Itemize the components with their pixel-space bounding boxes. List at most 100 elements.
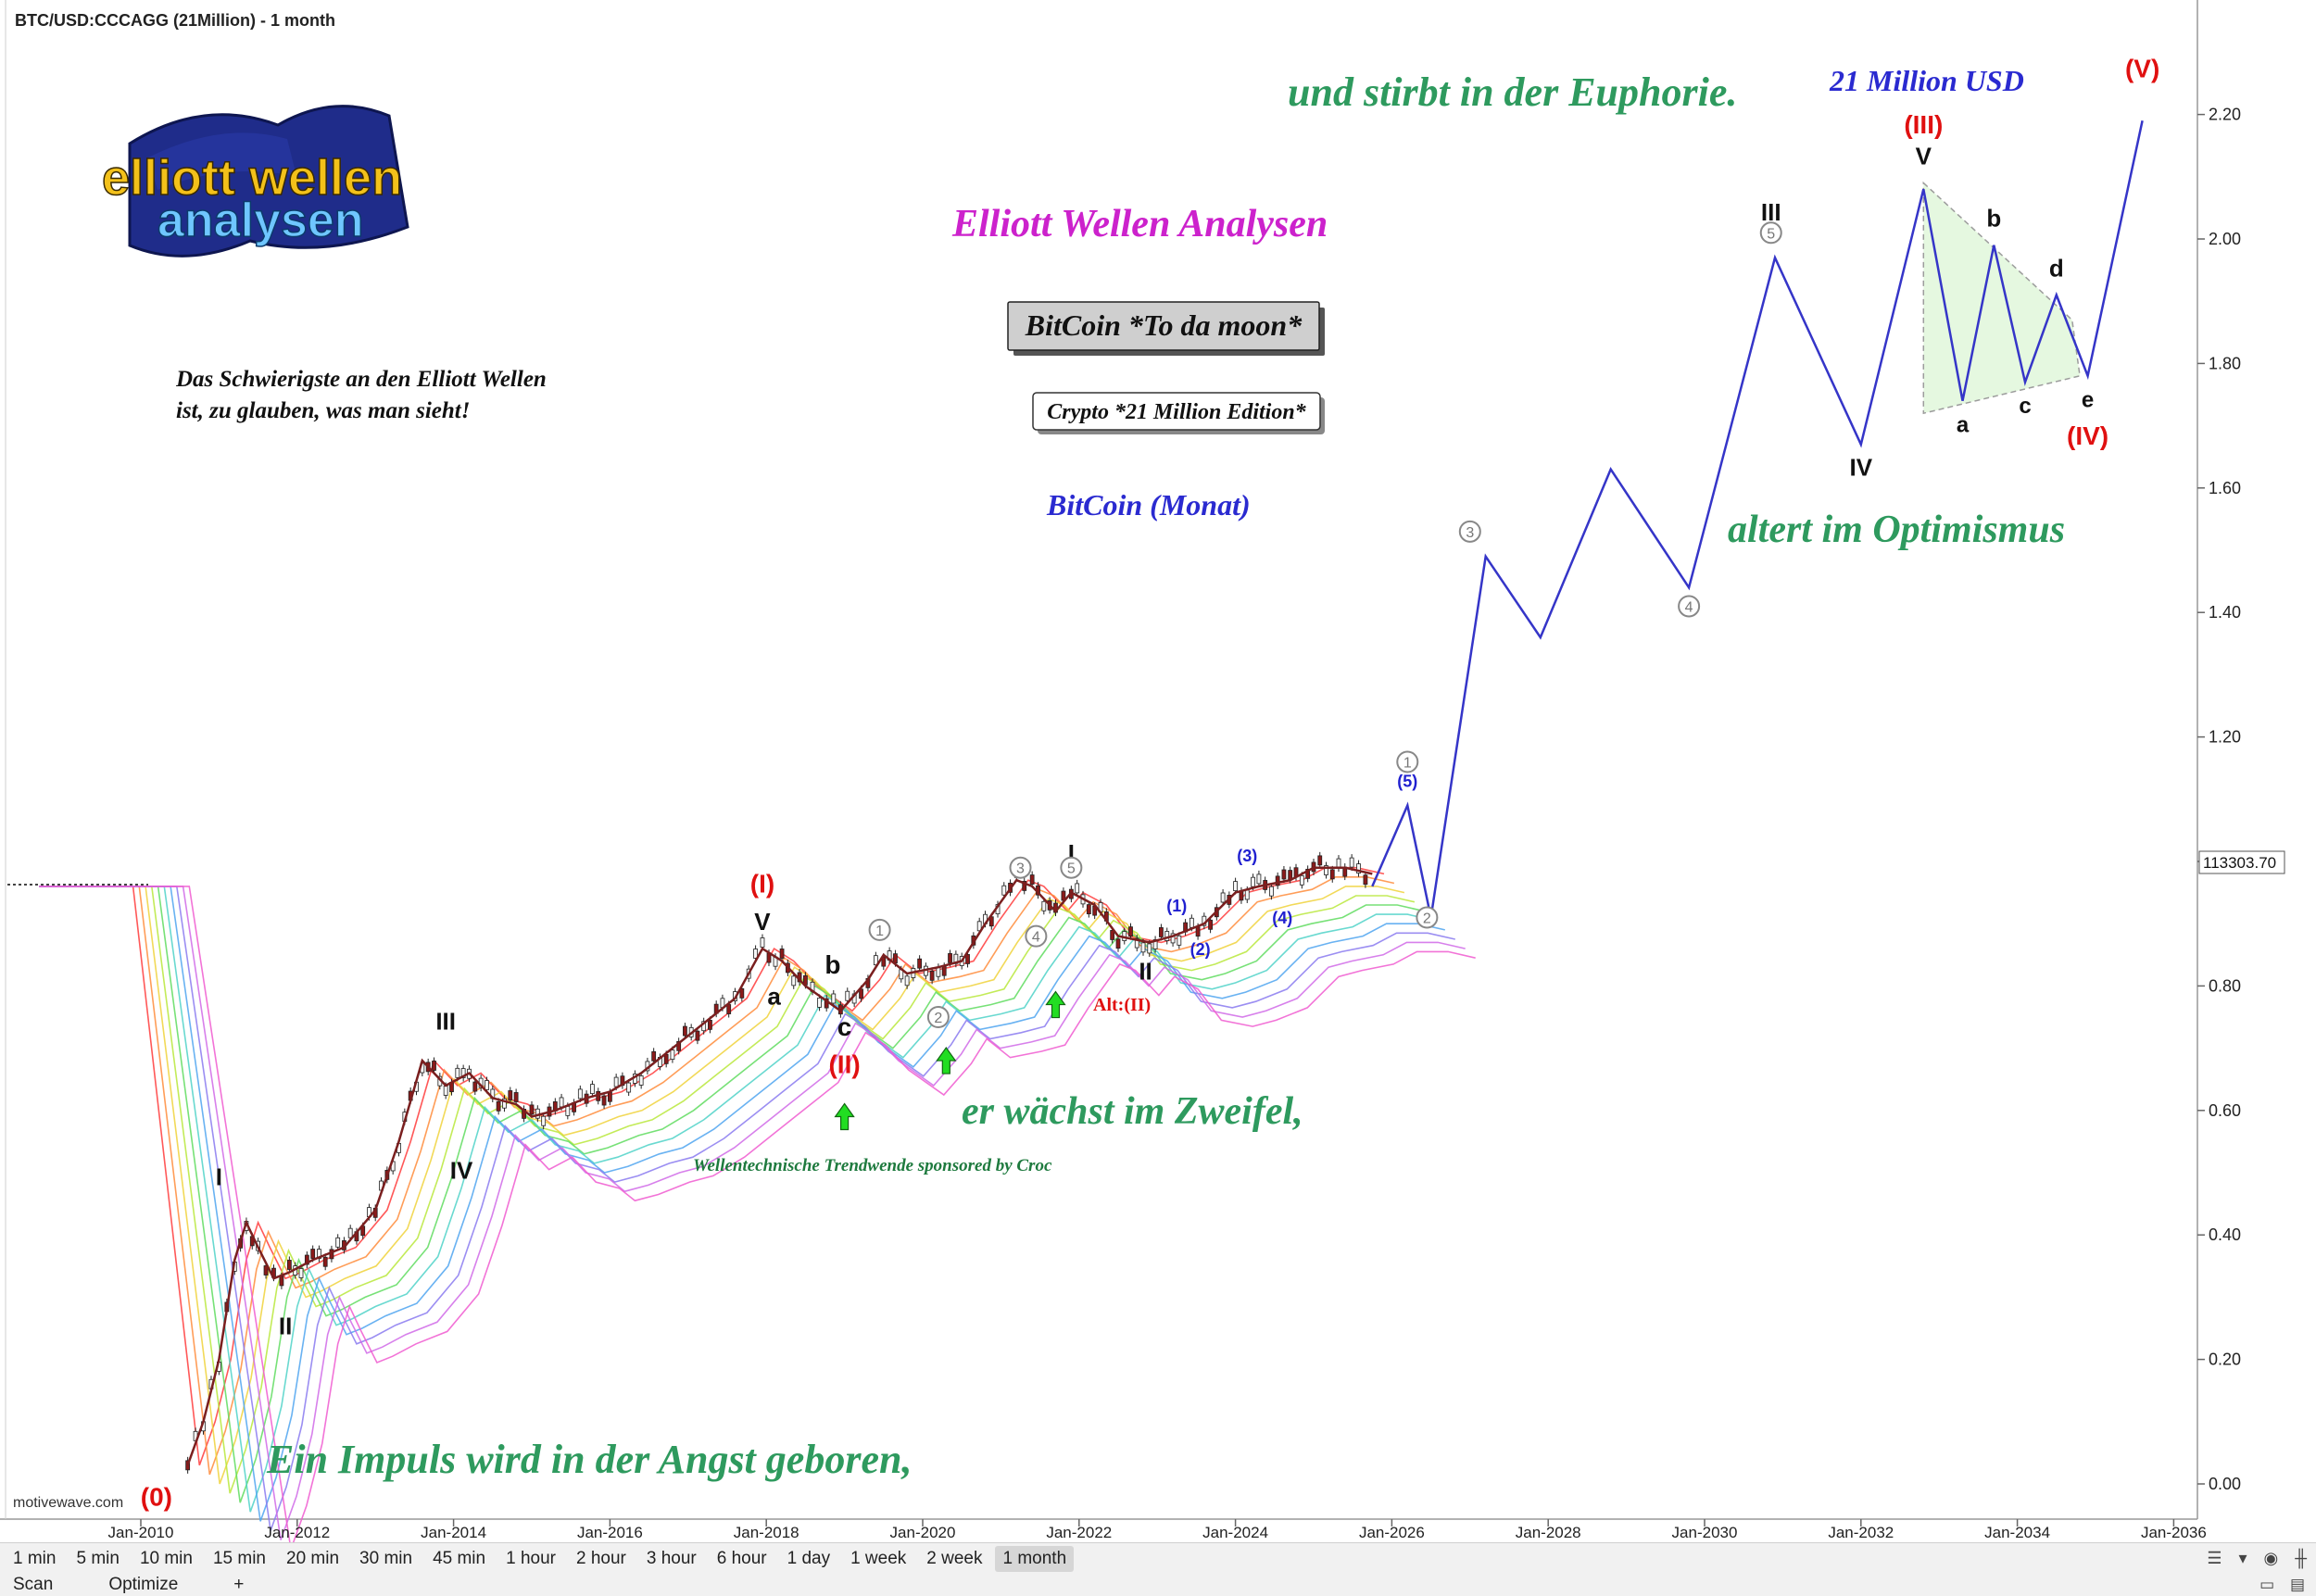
x-tick-label: Jan-2014 xyxy=(421,1524,486,1541)
timeframe-5-min[interactable]: 5 min xyxy=(76,1549,120,1568)
timeframe-1-day[interactable]: 1 day xyxy=(787,1549,831,1568)
wave-label: a xyxy=(767,983,781,1011)
wave-label: II xyxy=(1139,958,1152,986)
logo-line1: elliott wellen xyxy=(102,150,402,206)
timeframe-20-min[interactable]: 20 min xyxy=(286,1549,340,1568)
timeframe-6-hour[interactable]: 6 hour xyxy=(716,1549,767,1568)
x-tick-label: Jan-2020 xyxy=(890,1524,956,1541)
timeframe-15-min[interactable]: 15 min xyxy=(212,1549,266,1568)
list-icon[interactable]: ☰ xyxy=(2207,1549,2222,1567)
candle-body xyxy=(695,1030,700,1041)
candle-body xyxy=(485,1080,489,1090)
candle-body xyxy=(683,1025,687,1037)
candle-body xyxy=(1363,874,1368,886)
layout-icon[interactable]: ▤ xyxy=(2289,1576,2305,1593)
circle-label-text: 1 xyxy=(875,924,884,939)
optimize-button[interactable]: Optimize xyxy=(108,1575,179,1594)
wave-label: I xyxy=(216,1162,222,1190)
circle-label-text: 3 xyxy=(1016,861,1025,877)
buy-arrows xyxy=(834,990,1066,1131)
circle-label-text: 4 xyxy=(1685,599,1693,615)
candle-body xyxy=(565,1105,571,1116)
circle-label-text: 5 xyxy=(1767,226,1775,242)
wave-label: b xyxy=(1986,205,2001,232)
x-tick-label: Jan-2036 xyxy=(2141,1524,2207,1541)
add-tab-button[interactable]: + xyxy=(233,1575,245,1594)
timeframe-1-month[interactable]: 1 month xyxy=(995,1546,1075,1572)
window-icon[interactable]: ▭ xyxy=(2259,1576,2275,1593)
wave-label: I xyxy=(1068,839,1075,867)
candle-body xyxy=(1041,900,1047,911)
button1-label: BitCoin *To da moon* xyxy=(1025,308,1303,342)
ma-line xyxy=(39,886,1466,1540)
candle-body xyxy=(1305,868,1311,879)
candle-body xyxy=(1244,889,1250,900)
circle-label-text: 4 xyxy=(1032,930,1040,946)
x-tick-label: Jan-2034 xyxy=(1984,1524,2050,1541)
candle-body xyxy=(1189,917,1194,928)
candle-body xyxy=(1110,930,1115,940)
candle-body xyxy=(335,1237,341,1248)
quote-text: Das Schwierigste an den Elliott Wellen i… xyxy=(176,367,547,423)
candle-body xyxy=(279,1276,284,1287)
y-tick-label: 0.00 xyxy=(2209,1475,2241,1493)
timeframe-3-hour[interactable]: 3 hour xyxy=(646,1549,697,1568)
wave-label: (II) xyxy=(828,1049,860,1078)
bar-chart-icon[interactable]: ╫ xyxy=(2295,1549,2307,1567)
wave-label: (4) xyxy=(1272,909,1292,927)
timeframe-30-min[interactable]: 30 min xyxy=(359,1549,413,1568)
wave-label: e xyxy=(2082,387,2094,412)
x-tick-label: Jan-2016 xyxy=(577,1524,643,1541)
candle-body xyxy=(1170,933,1176,944)
y-tick-label: 0.20 xyxy=(2209,1351,2241,1369)
x-tick-label: Jan-2022 xyxy=(1046,1524,1112,1541)
timeframe-2-week[interactable]: 2 week xyxy=(926,1549,983,1568)
y-tick-label: 2.20 xyxy=(2209,106,2241,124)
wave-label: (0) xyxy=(141,1483,172,1512)
circle-label-ring xyxy=(926,1006,950,1028)
wave-label: d xyxy=(2049,254,2064,282)
statusbar-right-icons: ▭ ▤ xyxy=(2247,1576,2305,1594)
x-tick-label: Jan-2018 xyxy=(734,1524,799,1541)
y-tick-label: 1.60 xyxy=(2209,479,2241,497)
candle-body xyxy=(298,1268,304,1278)
x-tick-label: Jan-2032 xyxy=(1828,1524,1894,1541)
candle-body xyxy=(347,1227,353,1238)
price-series-line xyxy=(186,866,1373,1466)
wave-label: a xyxy=(1957,412,1970,437)
phrase-doubt: er wächst im Zweifel, xyxy=(962,1090,1303,1133)
timeframe-1-min[interactable]: 1 min xyxy=(13,1549,57,1568)
candle-body xyxy=(904,975,910,987)
candle-body xyxy=(1329,869,1335,880)
wave-label: c xyxy=(2019,394,2031,419)
candle-body xyxy=(651,1050,657,1062)
candle-body xyxy=(1256,873,1262,885)
toolbar-right-icons: ☰ ▾ ◉ ╫ xyxy=(2207,1549,2307,1568)
candle-body xyxy=(601,1095,607,1106)
scan-button[interactable]: Scan xyxy=(13,1575,54,1594)
circle-label-ring xyxy=(868,918,891,941)
candle-body xyxy=(779,949,785,959)
wave-label: II xyxy=(279,1313,292,1340)
wave-label: (2) xyxy=(1190,940,1211,959)
candle-body xyxy=(753,949,758,959)
candle-body xyxy=(948,953,952,963)
timeframe-2-hour[interactable]: 2 hour xyxy=(575,1549,626,1568)
candle-body xyxy=(1164,931,1170,941)
candle-body xyxy=(286,1260,292,1270)
up-arrow xyxy=(834,1102,855,1131)
candle-body xyxy=(185,1460,191,1471)
candle-body xyxy=(831,993,837,1004)
eye-icon[interactable]: ◉ xyxy=(2263,1549,2279,1567)
candle-body xyxy=(929,970,935,981)
timeframe-1-week[interactable]: 1 week xyxy=(850,1549,907,1568)
ma-ribbon xyxy=(39,866,1476,1542)
timeframe-45-min[interactable]: 45 min xyxy=(433,1549,486,1568)
wave-label: IV xyxy=(1850,453,1873,481)
timeframe-10-min[interactable]: 10 min xyxy=(139,1549,193,1568)
candle-body xyxy=(1134,937,1139,949)
timeframe-1-hour[interactable]: 1 hour xyxy=(506,1549,556,1568)
circle-label-ring xyxy=(1759,221,1782,245)
x-tick-label: Jan-2030 xyxy=(1672,1524,1738,1541)
paint-icon[interactable]: ▾ xyxy=(2238,1549,2247,1567)
